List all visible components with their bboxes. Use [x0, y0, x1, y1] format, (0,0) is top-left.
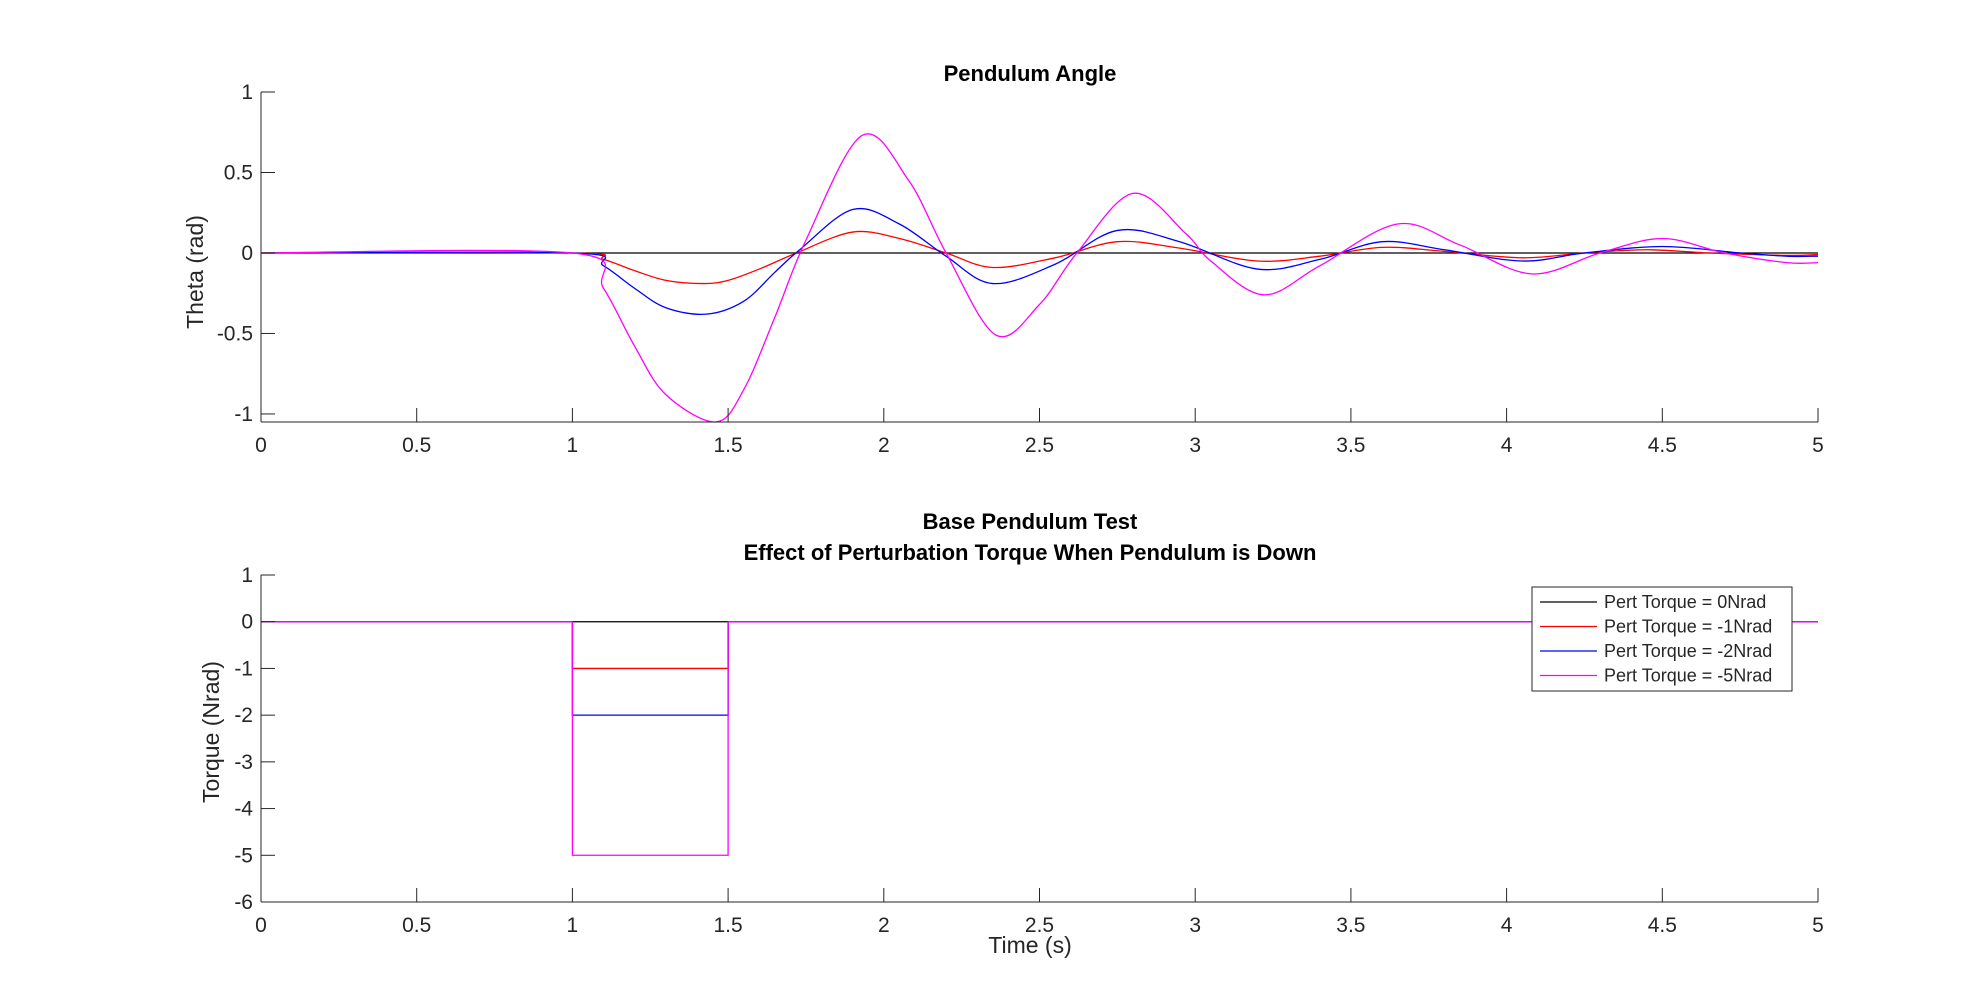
y-tick-label: -3 [234, 751, 253, 774]
series-layer [261, 133, 1818, 423]
x-tick-label: 4.5 [1648, 914, 1677, 937]
x-tick-label: 5 [1812, 434, 1824, 457]
legend-entry-label: Pert Torque = -2Nrad [1604, 641, 1772, 661]
y-axis-label: Theta (rad) [182, 215, 208, 329]
torque-plot: Base Pendulum Test Effect of Perturbatio… [198, 509, 1824, 958]
series-line-3 [261, 621, 1818, 856]
y-tick-label: 0 [241, 611, 253, 634]
axes-layer: 0 0.5 1 1.5 2 2.5 3 3.5 4 4.5 5 1 0 -1 -2 -3 -4 -5 -6 [234, 564, 1824, 937]
x-tick-label: 4 [1501, 914, 1513, 937]
x-tick-label: 2.5 [1025, 434, 1054, 457]
legend-box [1531, 586, 1793, 692]
legend-entry-label: Pert Torque = 0Nrad [1604, 592, 1766, 612]
x-tick-label: 1.5 [713, 914, 742, 937]
y-tick-label: -6 [234, 891, 253, 914]
legend: Pert Torque = 0Nrad Pert Torque = -1Nrad P… [1531, 586, 1793, 692]
legend-entry-label: Pert Torque = -5Nrad [1604, 666, 1772, 686]
series-line-3 [261, 133, 1818, 423]
legend-entry-label: Pert Torque = -1Nrad [1604, 617, 1772, 637]
series-line-1 [261, 230, 1818, 285]
x-tick-label: 2 [878, 914, 890, 937]
x-tick-label: 4 [1501, 434, 1513, 457]
pendulum-angle-plot: Pendulum Angle Theta (rad) 0 0.5 1 1.5 2 2.5 3… [182, 61, 1824, 457]
x-tick-label: 1 [567, 914, 579, 937]
x-tick-label: 5 [1812, 914, 1824, 937]
x-tick-label: 2.5 [1025, 914, 1054, 937]
y-tick-label: 0 [241, 242, 253, 265]
x-tick-label: 3 [1189, 914, 1201, 937]
x-tick-label: 2 [878, 434, 890, 457]
y-axis-label: Torque (Nrad) [198, 661, 224, 803]
y-tick-label: -1 [234, 403, 253, 426]
x-tick-label: 3 [1189, 434, 1201, 457]
y-tick-label: -5 [234, 844, 253, 867]
series-line-2 [261, 207, 1818, 316]
y-tick-label: -2 [234, 704, 253, 727]
y-tick-label: 1 [241, 81, 253, 104]
x-tick-label: 1 [567, 434, 579, 457]
x-tick-label: 3.5 [1336, 914, 1365, 937]
series-layer [261, 621, 1818, 856]
chart-subtitle: Effect of Perturbation Torque When Pendu… [744, 540, 1317, 565]
chart-title: Base Pendulum Test [923, 509, 1138, 534]
x-tick-label: 0 [255, 434, 267, 457]
y-tick-label: 1 [241, 564, 253, 587]
x-tick-label: 0 [255, 914, 267, 937]
y-tick-label: 0.5 [224, 161, 253, 184]
x-tick-label: 3.5 [1336, 434, 1365, 457]
y-tick-label: -1 [234, 657, 253, 680]
x-tick-label: 4.5 [1648, 434, 1677, 457]
x-tick-label: 0.5 [402, 914, 431, 937]
x-tick-label: 1.5 [713, 434, 742, 457]
chart-title: Pendulum Angle [944, 61, 1117, 86]
y-tick-label: -4 [234, 798, 253, 821]
axes-layer: 0 0.5 1 1.5 2 2.5 3 3.5 4 4.5 5 1 0.5 0 -0.5 -1 [217, 81, 1824, 457]
x-axis-label: Time (s) [988, 932, 1071, 958]
y-tick-label: -0.5 [217, 322, 253, 345]
x-tick-label: 0.5 [402, 434, 431, 457]
